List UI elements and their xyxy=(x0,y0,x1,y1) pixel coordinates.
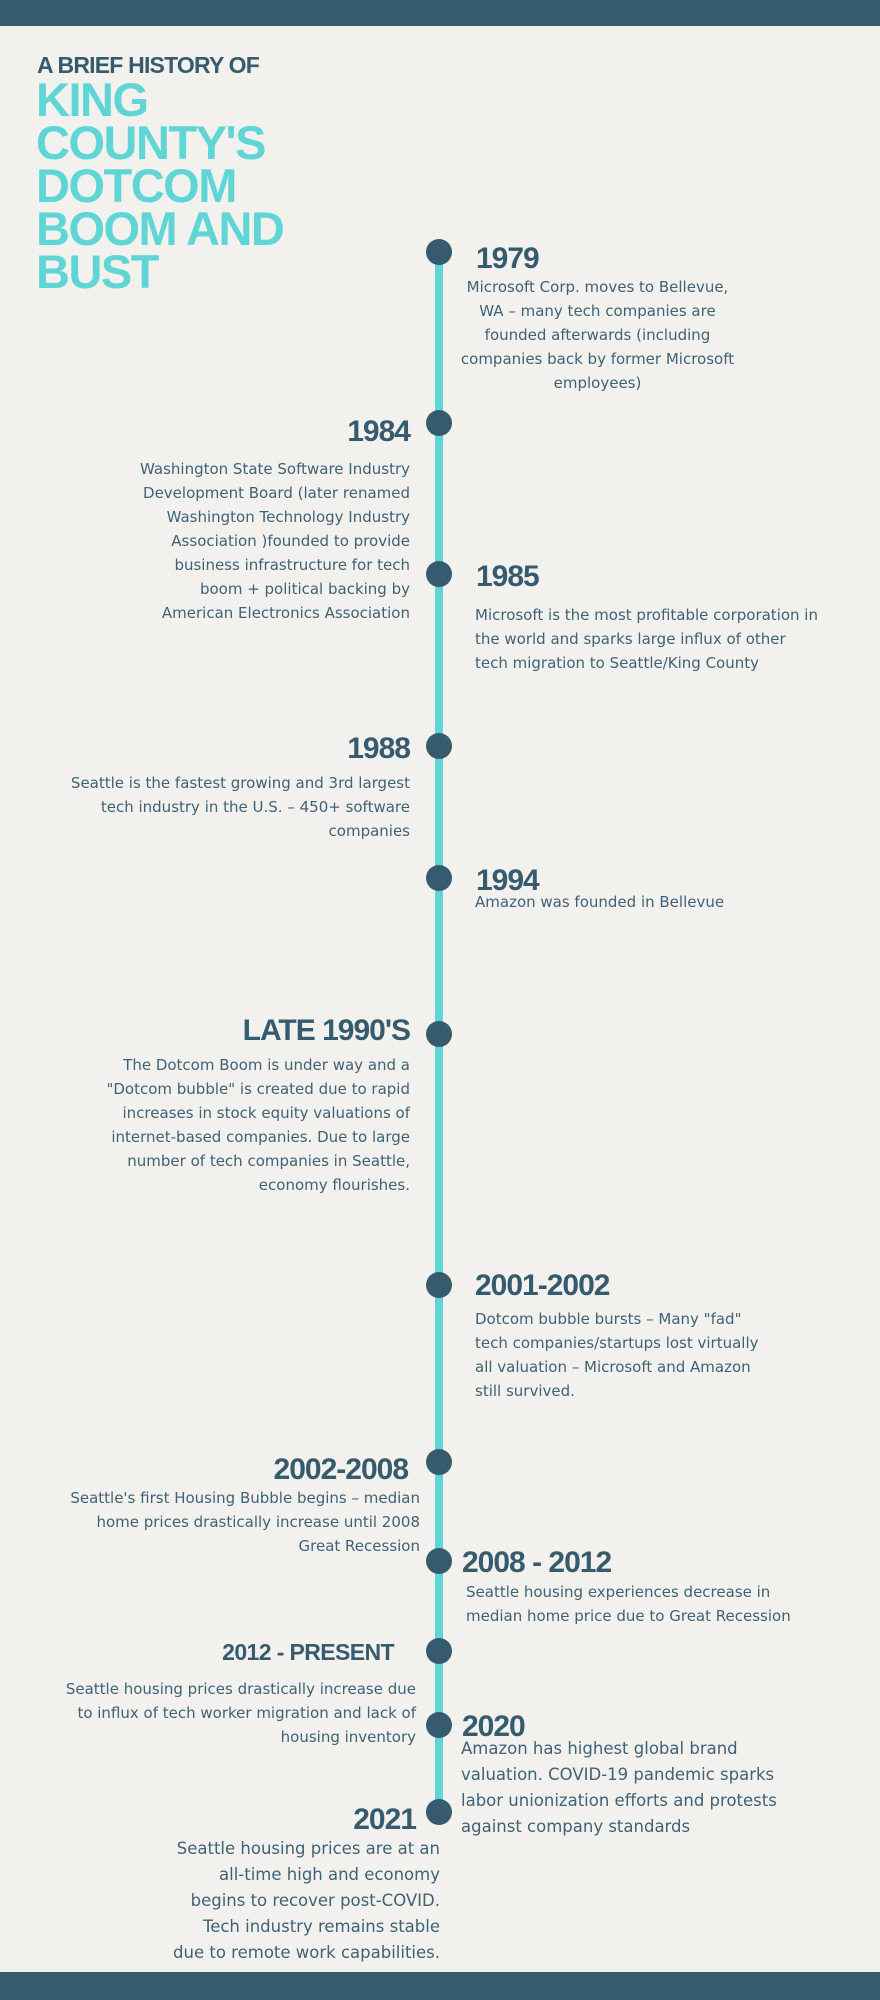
event-description: Seattle housing experiences decrease in … xyxy=(466,1583,791,1625)
top-banner xyxy=(0,0,880,26)
event-description: Amazon was founded in Bellevue xyxy=(475,893,725,911)
timeline-marker xyxy=(426,1712,452,1738)
timeline-marker xyxy=(426,410,452,436)
bottom-banner xyxy=(0,1972,880,2000)
event-description: The Dotcom Boom is under way and a "Dotc… xyxy=(106,1056,410,1194)
title-line: BUST xyxy=(36,245,159,298)
timeline-marker xyxy=(426,1548,452,1574)
timeline-marker xyxy=(426,865,452,891)
event-description: Washington State Software Industry Devel… xyxy=(140,460,410,622)
page-title: KING COUNTY'S DOTCOM BOOM AND BUST xyxy=(36,73,296,298)
event-description: Dotcom bubble bursts – Many "fad" tech c… xyxy=(475,1310,759,1400)
event-year-2001-2002: 2001-2002 xyxy=(475,1269,610,1302)
title-line: KING xyxy=(36,73,149,126)
event-description: Microsoft is the most profitable corpora… xyxy=(475,606,818,672)
timeline-marker xyxy=(426,1021,452,1047)
event-year-1994: 1994 xyxy=(476,864,540,897)
event-description: Seattle's first Housing Bubble begins – … xyxy=(70,1489,420,1555)
event-year-1985: 1985 xyxy=(476,560,540,593)
event-year-2012-present: 2012 - PRESENT xyxy=(222,1639,394,1665)
timeline-marker xyxy=(426,1449,452,1475)
timeline-marker xyxy=(426,561,452,587)
event-year-2008-2012: 2008 - 2012 xyxy=(462,1546,612,1579)
event-year-1988: 1988 xyxy=(347,732,411,765)
event-year-2020: 2020 xyxy=(462,1710,526,1743)
timeline-marker xyxy=(426,733,452,759)
event-year-2002-2008: 2002-2008 xyxy=(273,1453,409,1486)
event-year-1979: 1979 xyxy=(476,242,540,275)
timeline-marker xyxy=(426,1272,452,1298)
event-description: Microsoft Corp. moves to Bellevue, WA – … xyxy=(460,278,735,392)
event-year-late-1990s: LATE 1990'S xyxy=(242,1014,411,1047)
event-description: Amazon has highest global brand valuatio… xyxy=(461,1739,777,1836)
timeline-marker xyxy=(426,1799,452,1825)
event-description: Seattle housing prices drastically incre… xyxy=(65,1680,416,1746)
event-year-2021: 2021 xyxy=(353,1803,417,1836)
title-line: BOOM AND xyxy=(36,202,285,255)
title-line: COUNTY'S xyxy=(36,116,266,169)
timeline-marker xyxy=(426,1638,452,1664)
page-subtitle: A BRIEF HISTORY OF xyxy=(37,52,260,78)
event-year-1984: 1984 xyxy=(347,415,411,448)
timeline-marker xyxy=(426,239,452,265)
title-line: DOTCOM xyxy=(36,159,237,212)
event-description: Seattle is the fastest growing and 3rd l… xyxy=(70,774,410,840)
event-description: Seattle housing prices are at an all-tim… xyxy=(173,1839,440,1962)
